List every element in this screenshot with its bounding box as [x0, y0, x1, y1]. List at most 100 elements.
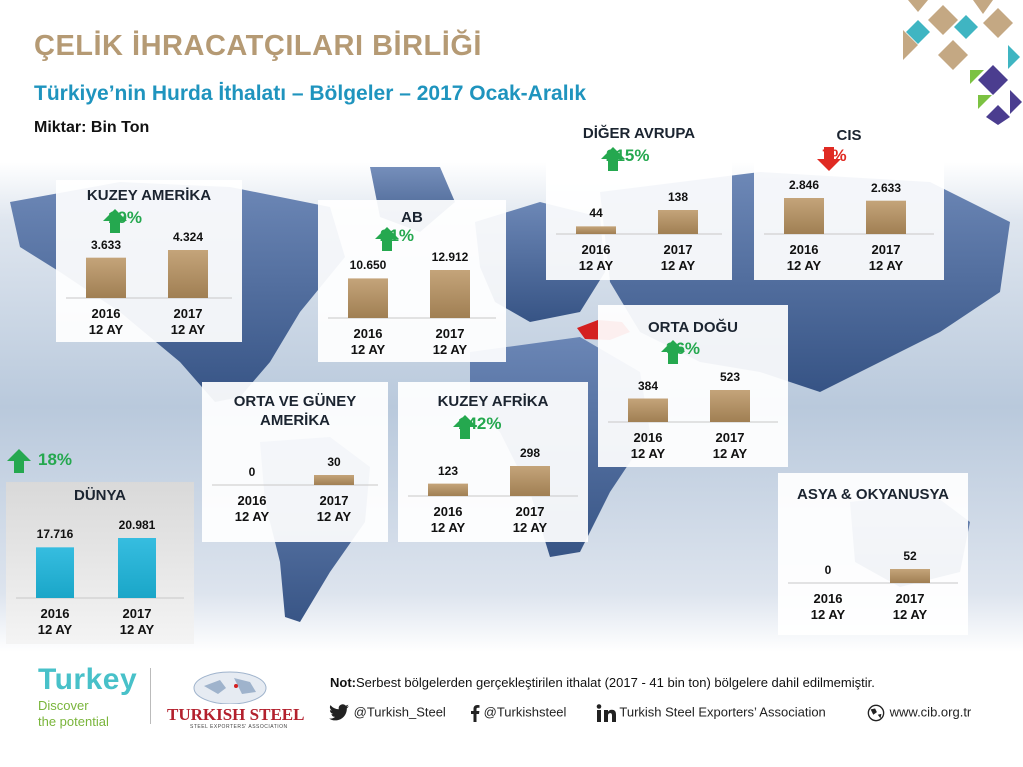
category-label: 2017 12 AY	[495, 504, 565, 536]
change-indicator: 21%	[374, 226, 414, 251]
linkedin-link[interactable]: Turkish Steel Exporters’ Association	[596, 704, 826, 722]
bar-value-label: 138	[667, 190, 689, 204]
bar-chart	[788, 569, 958, 584]
category-year: 2017	[663, 242, 693, 257]
chart-title: DÜNYA	[74, 487, 126, 504]
category-year: 2016	[433, 504, 463, 519]
category-year: 2017	[715, 430, 745, 445]
chart-panel-central-south-america: ORTA VE GÜNEY AMERİKA 0 2016 12 AY 30 2017 12 …	[202, 382, 388, 542]
bar-2017	[510, 466, 550, 496]
bar-chart	[66, 250, 232, 299]
bar-value-label: 17.716	[36, 527, 74, 542]
bar-2016	[86, 257, 126, 298]
facebook-link[interactable]: @Turkishsteel	[470, 704, 566, 722]
category-year: 2017	[435, 326, 465, 341]
category-label: 2017 12 AY	[851, 242, 921, 274]
bar-value-label: 52	[903, 549, 917, 563]
bar-value-label: 384	[637, 378, 659, 393]
category-year: 2017	[173, 306, 203, 321]
bar-value-label: 523	[719, 370, 741, 384]
bar-2016	[576, 226, 616, 234]
chart-title: ORTA VE GÜNEY AMERİKA	[233, 393, 357, 429]
category-label: 2016 12 AY	[20, 606, 90, 638]
change-indicator: 7%	[816, 146, 847, 171]
arrow-down-icon	[817, 147, 841, 171]
bar-value-label: 0	[824, 563, 832, 577]
category-label: 2017 12 AY	[153, 306, 223, 338]
bar-chart	[556, 210, 722, 235]
category-label: 2017 12 AY	[695, 430, 765, 462]
category-period: 12 AY	[512, 520, 548, 535]
category-period: 12 AY	[119, 622, 155, 637]
chart-panel-middle-east: ORTA DOĞU 36% 384 2016 12 AY 523 2017 12 AY	[598, 305, 788, 467]
category-period: 12 AY	[810, 607, 846, 622]
bar-2017	[658, 210, 698, 234]
change-indicator: 142%	[452, 414, 501, 439]
twitter-icon	[329, 704, 349, 721]
category-label: 2017 12 AY	[102, 606, 172, 638]
category-year: 2017	[871, 242, 901, 257]
arrow-up-icon	[375, 227, 399, 251]
category-year: 2016	[813, 591, 843, 606]
bar-value-label: 2.846	[788, 178, 820, 192]
category-year: 2017	[515, 504, 545, 519]
bar-2017	[314, 475, 354, 485]
chart-title: CIS	[836, 127, 862, 144]
chart-panel-asia-oceania: ASYA & OKYANUSYA 0 2016 12 AY 52 2017 12 AY	[778, 473, 968, 635]
bar-value-label: 123	[437, 463, 459, 478]
footer-divider	[150, 668, 151, 724]
category-period: 12 AY	[170, 322, 206, 337]
category-label: 2017 12 AY	[299, 493, 369, 525]
note-label: Not:	[330, 675, 356, 690]
category-year: 2016	[91, 306, 121, 321]
arrow-up-icon	[661, 340, 685, 364]
twitter-link[interactable]: @Turkish_Steel	[328, 704, 446, 722]
tagline-line-2: the potential	[38, 714, 109, 729]
bar-2017	[710, 390, 750, 422]
change-percent: 18%	[38, 450, 73, 470]
category-label: 2016 12 AY	[333, 326, 403, 358]
chart-title: KUZEY AFRİKA	[437, 393, 549, 410]
bar-chart	[212, 475, 378, 486]
change-indicator: 36%	[660, 339, 700, 364]
category-year: 2017	[122, 606, 152, 621]
chart-panel-north-america: KUZEY AMERİKA 19% 3.633 2016 12 AY 4.324 2017 1…	[56, 180, 242, 342]
category-period: 12 AY	[712, 446, 748, 461]
category-year: 2016	[237, 493, 267, 508]
category-year: 2016	[353, 326, 383, 341]
website-link[interactable]: www.cib.org.tr	[866, 704, 971, 722]
turkish-steel-subtitle: STEEL EXPORTERS' ASSOCIATION	[190, 724, 288, 730]
category-label: 2016 12 AY	[613, 430, 683, 462]
note-text: Serbest bölgelerden gerçekleştirilen ith…	[356, 675, 875, 690]
chart-title: ORTA DOĞU	[648, 319, 738, 336]
bar-2016	[36, 547, 74, 598]
unit-label: Miktar: Bin Ton	[34, 119, 150, 136]
bar-value-label: 0	[248, 465, 256, 479]
category-period: 12 AY	[892, 607, 928, 622]
bar-2016	[784, 198, 824, 234]
bar-value-label: 2.633	[870, 180, 902, 195]
category-label: 2016 12 AY	[793, 591, 863, 623]
chart-panel-north-africa: KUZEY AFRİKA 142% 123 2016 12 AY 298 2017 12 AY	[398, 382, 588, 542]
category-label: 2016 12 AY	[217, 493, 287, 525]
arrow-up-icon	[7, 449, 31, 473]
bar-value-label: 20.981	[118, 518, 156, 532]
page-title: ÇELİK İHRACATÇILARI BİRLİĞİ	[34, 30, 482, 62]
bar-2017	[890, 569, 930, 583]
bar-value-label: 3.633	[90, 237, 122, 252]
turkey-brand-logo: Turkey	[38, 663, 138, 696]
category-label: 2017 12 AY	[875, 591, 945, 623]
category-label: 2017 12 AY	[415, 326, 485, 358]
category-label: 2016 12 AY	[561, 242, 631, 274]
bar-2016	[348, 278, 388, 318]
chart-title: DİĞER AVRUPA	[582, 125, 696, 142]
globe-icon	[867, 704, 885, 722]
category-period: 12 AY	[316, 509, 352, 524]
bar-2017	[168, 250, 208, 298]
category-label: 2016 12 AY	[769, 242, 839, 274]
facebook-icon	[471, 704, 480, 722]
bar-chart	[408, 466, 578, 497]
bar-2016	[628, 398, 668, 422]
bar-chart	[608, 390, 778, 423]
linkedin-icon	[596, 704, 616, 722]
